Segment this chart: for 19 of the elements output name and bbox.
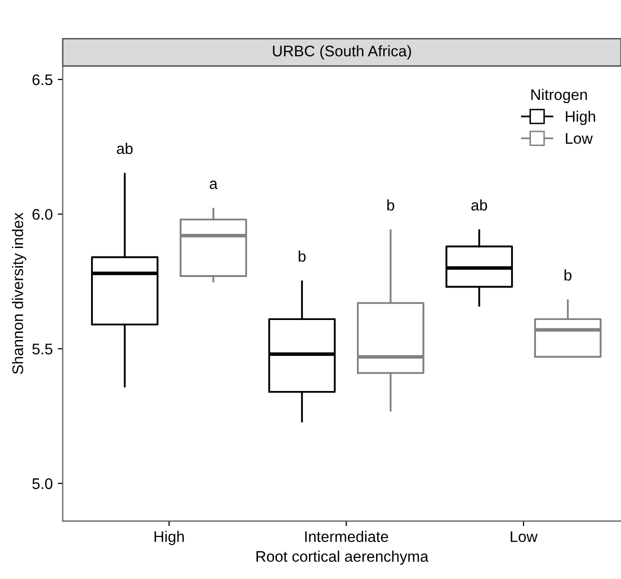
legend-label: Low [566, 133, 593, 144]
x-tick-label: High [154, 530, 184, 546]
legend-title: Nitrogen [531, 88, 587, 104]
y-tick-label: 6.5 [32, 74, 52, 86]
annotation: b [387, 199, 394, 211]
legend-label: High [566, 110, 596, 125]
annotation: b [564, 269, 572, 281]
y-tick-label: 5.0 [32, 478, 52, 490]
y-axis-title: Shannon diversity index [12, 212, 26, 374]
chart-title: URBC (South Africa) [272, 45, 411, 60]
x-axis-title: Root cortical aerenchyma [256, 550, 428, 565]
y-tick-label: 6.0 [32, 208, 52, 220]
annotation: ab [471, 199, 488, 211]
annotation: a [210, 180, 218, 190]
x-tick-label: Low [510, 531, 538, 542]
annotation: b [298, 250, 306, 262]
x-tick-label: Intermediate [305, 530, 388, 542]
y-tick-label: 5.5 [32, 344, 52, 354]
annotation: ab [116, 142, 133, 154]
